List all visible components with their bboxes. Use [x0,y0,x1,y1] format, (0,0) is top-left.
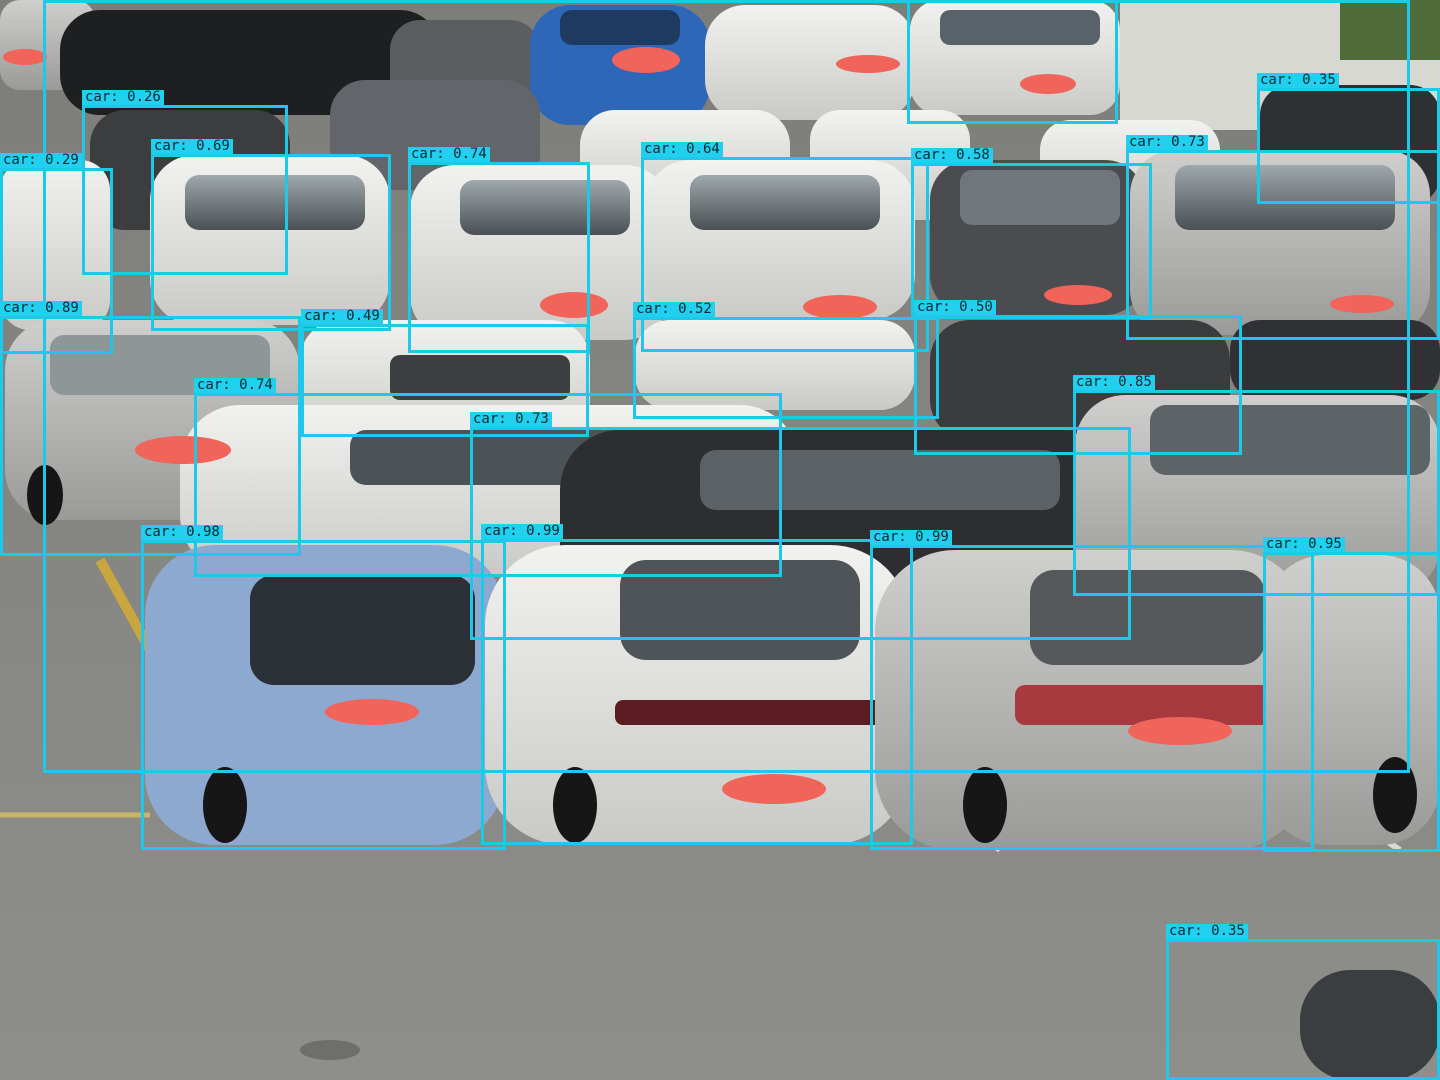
ground-stain [300,1040,360,1060]
detection-label: car: 0.73 [470,412,552,427]
detection-box [408,162,590,353]
detection-box [0,168,113,354]
detection-label: car: 0.89 [0,301,82,316]
car-body [705,5,915,120]
car-body [635,320,915,410]
detection-label: car: 0.69 [151,139,233,154]
detection-box [141,540,506,850]
detection-box [1126,150,1440,340]
redacted-plate [1044,285,1112,305]
detection-label: car: 0.95 [1263,537,1345,552]
redacted-plate [803,295,877,319]
detection-label: car: 0.26 [82,90,164,105]
redacted-plate [1128,717,1232,745]
detection-box [470,427,1131,640]
detection-box [0,316,301,556]
redacted-plate [1330,295,1394,313]
redacted-plate [325,699,419,725]
car-body [1300,970,1440,1080]
detection-label: car: 0.64 [641,142,723,157]
detection-box [1263,552,1440,852]
detection-box [82,105,288,275]
detection-label: car: 0.74 [408,147,490,162]
redacted-plate [540,292,608,318]
redacted-plate [836,55,900,73]
detection-label: car: 0.50 [914,300,996,315]
detection-label: car: 0.99 [481,524,563,539]
redacted-plate [3,49,47,65]
detection-box [151,154,391,331]
car-body [1230,320,1440,400]
detection-label: car: 0.98 [141,525,223,540]
detection-label: car: 0.29 [0,153,82,168]
detection-box [633,317,939,419]
detection-label: car: 0.35 [1166,924,1248,939]
detection-box [1257,88,1440,204]
redacted-plate [1020,74,1076,94]
detection-label: car: 0.35 [1257,73,1339,88]
detection-label: car: 0.52 [633,302,715,317]
detection-label: car: 0.99 [870,530,952,545]
detection-box [641,157,929,352]
detection-box [1166,939,1440,1080]
detection-box [911,163,1152,319]
detection-box [1073,390,1440,596]
redacted-plate [612,47,680,73]
redacted-plate [722,774,826,804]
detection-label: car: 0.74 [194,378,276,393]
detection-box [870,545,1314,850]
detection-label: car: 0.58 [911,148,993,163]
detection-box [481,539,913,845]
detection-label: car: 0.85 [1073,375,1155,390]
redacted-plate [135,436,231,464]
detection-label: car: 0.49 [301,309,383,324]
detection-box [907,0,1118,124]
detection-label: car: 0.73 [1126,135,1208,150]
